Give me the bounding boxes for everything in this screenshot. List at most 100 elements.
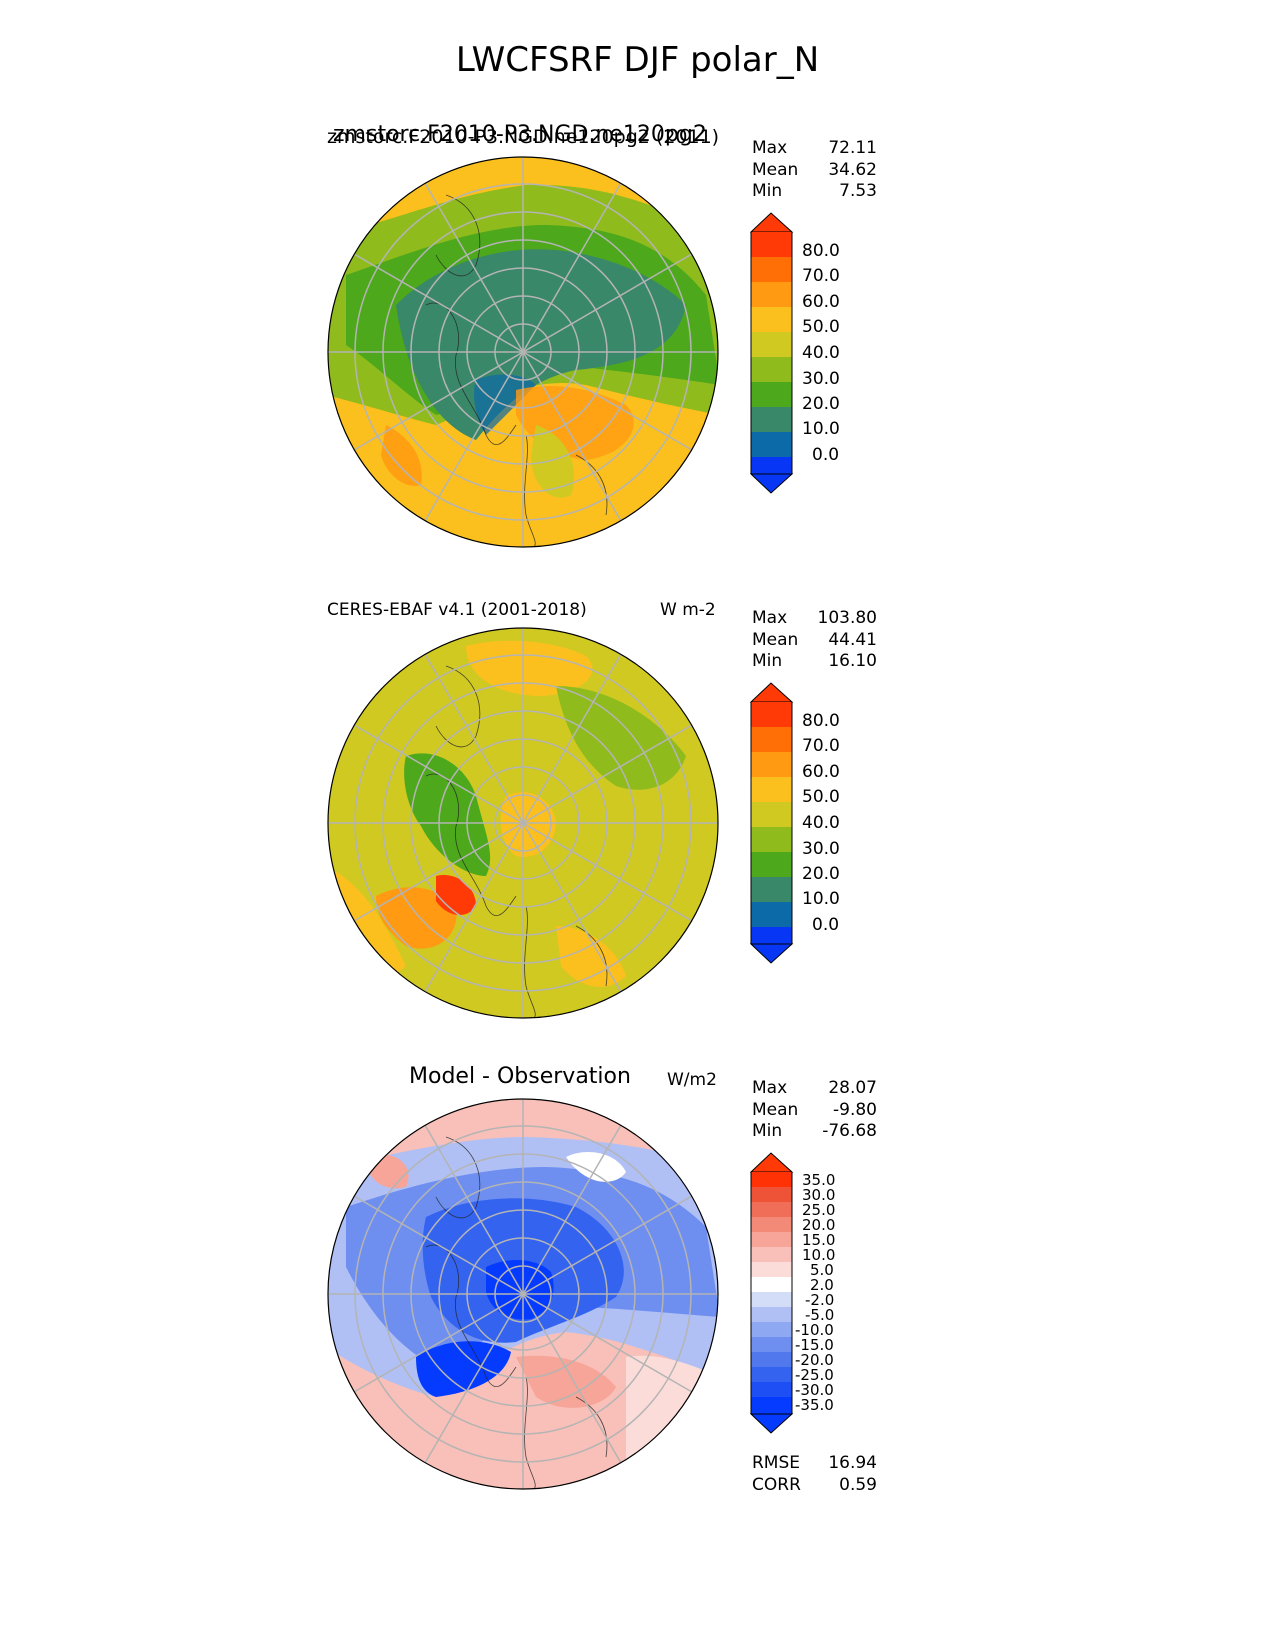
colorbar-tick: -5.0	[805, 1306, 835, 1324]
colorbar-tick: 25.0	[802, 1201, 836, 1219]
colorbar-tick: 35.0	[802, 1171, 836, 1189]
colorbar-swatch	[751, 1382, 792, 1397]
colorbar-tick: -10.0	[795, 1321, 834, 1339]
colorbar-tick: 70.0	[802, 736, 840, 756]
stat-value: 103.80	[817, 608, 877, 628]
colorbar-swatch	[751, 1262, 792, 1277]
panel1-colorbar	[750, 212, 794, 494]
colorbar-swatch	[751, 902, 792, 927]
panel1-polar-map	[327, 156, 719, 548]
colorbar-tick: -15.0	[795, 1336, 834, 1354]
stat-value: 72.11	[828, 138, 877, 158]
colorbar-tick: 20.0	[802, 394, 840, 414]
stat-value: 34.62	[828, 159, 877, 180]
colorbar-swatch	[751, 1337, 792, 1352]
panel3-colorbar	[750, 1152, 794, 1434]
colorbar-swatch	[751, 282, 792, 307]
stat-label: Min	[752, 1121, 783, 1141]
colorbar-tick: 30.0	[802, 1186, 836, 1204]
stat-label: RMSE	[752, 1453, 801, 1473]
colorbar-tick: 0.0	[812, 445, 840, 465]
colorbar-tick: -20.0	[795, 1351, 834, 1369]
colorbar-swatch	[751, 1202, 792, 1217]
colorbar-tick: 10.0	[802, 1246, 836, 1264]
colorbar-tick: 10.0	[802, 419, 840, 439]
colorbar-swatch	[751, 1292, 792, 1307]
colorbar-tick: 60.0	[802, 292, 840, 312]
stat-label: Max	[752, 608, 788, 628]
panel2-units: W m-2	[660, 600, 716, 620]
colorbar-swatch	[751, 257, 792, 282]
colorbar-swatch	[751, 332, 792, 357]
stat-label: Min	[752, 181, 783, 201]
panel1-stats: Max 72.11 Mean 34.62 Min 7.53	[752, 138, 877, 203]
colorbar-swatch	[751, 1352, 792, 1367]
colorbar-swatch	[751, 432, 792, 457]
colorbar-tick: 30.0	[802, 839, 840, 859]
colorbar-swatch	[751, 877, 792, 902]
panel2-colorbar	[750, 682, 794, 964]
stat-value: 0.59	[839, 1474, 877, 1495]
stat-label: Mean	[752, 629, 799, 650]
colorbar-tick: 40.0	[802, 343, 840, 363]
colorbar-swatch	[751, 1367, 792, 1382]
stat-value: -76.68	[822, 1121, 877, 1141]
colorbar-swatch	[751, 357, 792, 382]
colorbar-swatch	[751, 1397, 792, 1414]
colorbar-swatch	[751, 1172, 792, 1187]
stat-value: 44.41	[828, 629, 877, 650]
colorbar-swatch	[751, 702, 792, 727]
colorbar-tick: -25.0	[795, 1366, 834, 1384]
stat-label: Mean	[752, 1099, 799, 1120]
colorbar-tick: 60.0	[802, 762, 840, 782]
panel3-polar-map	[327, 1098, 719, 1490]
stat-value: 16.10	[828, 651, 877, 671]
stat-value: 7.53	[839, 181, 877, 201]
colorbar-tick: 5.0	[810, 1261, 834, 1279]
panel3-footer-stats: RMSE 16.94 CORR 0.59	[752, 1453, 877, 1496]
colorbar-swatch	[751, 1187, 792, 1202]
colorbar-swatch	[751, 827, 792, 852]
stat-label: Max	[752, 1078, 788, 1098]
colorbar-min-extend	[750, 1413, 794, 1434]
colorbar-swatch	[751, 407, 792, 432]
colorbar-tick: 80.0	[802, 241, 840, 261]
panel1-title-overlap-b: zmstorc.F2010-P3.NGD.ne120pg2	[333, 122, 707, 147]
colorbar-max-extend	[750, 682, 794, 703]
panel2-left-label: CERES-EBAF v4.1 (2001-2018)	[327, 600, 587, 620]
colorbar-swatch	[751, 457, 792, 474]
stat-label: Mean	[752, 159, 799, 180]
colorbar-swatch	[751, 307, 792, 332]
colorbar-tick: 0.0	[812, 915, 840, 935]
panel2-stats: Max 103.80 Mean 44.41 Min 16.10	[752, 608, 877, 673]
colorbar-swatch	[751, 232, 792, 257]
stat-value: 28.07	[828, 1078, 877, 1098]
colorbar-swatch	[751, 1217, 792, 1232]
colorbar-swatch	[751, 777, 792, 802]
colorbar-swatch	[751, 1307, 792, 1322]
stat-label: Max	[752, 138, 788, 158]
colorbar-swatch	[751, 852, 792, 877]
colorbar-tick: -35.0	[795, 1396, 834, 1414]
stat-label: Min	[752, 651, 783, 671]
colorbar-tick: 20.0	[802, 864, 840, 884]
colorbar-swatch	[751, 382, 792, 407]
colorbar-min-extend	[750, 473, 794, 494]
stat-value: 16.94	[828, 1453, 877, 1473]
colorbar-swatch	[751, 1247, 792, 1262]
colorbar-tick: 50.0	[802, 787, 840, 807]
colorbar-tick: 70.0	[802, 266, 840, 286]
colorbar-tick: -30.0	[795, 1381, 834, 1399]
colorbar-tick: 80.0	[802, 711, 840, 731]
colorbar-tick: 15.0	[802, 1231, 836, 1249]
colorbar-tick: 40.0	[802, 813, 840, 833]
panel1-title-overlap-a: zmstorc.F2010-P3.NGD.ne120pg2 (2011)	[327, 126, 720, 148]
colorbar-swatch	[751, 927, 792, 944]
colorbar-swatch	[751, 727, 792, 752]
colorbar-swatch	[751, 802, 792, 827]
panel3-stats: Max 28.07 Mean -9.80 Min -76.68	[752, 1078, 877, 1143]
figure-title: LWCFSRF DJF polar_N	[455, 40, 820, 80]
colorbar-max-extend	[750, 1152, 794, 1173]
colorbar-tick: 50.0	[802, 317, 840, 337]
colorbar-min-extend	[750, 943, 794, 964]
